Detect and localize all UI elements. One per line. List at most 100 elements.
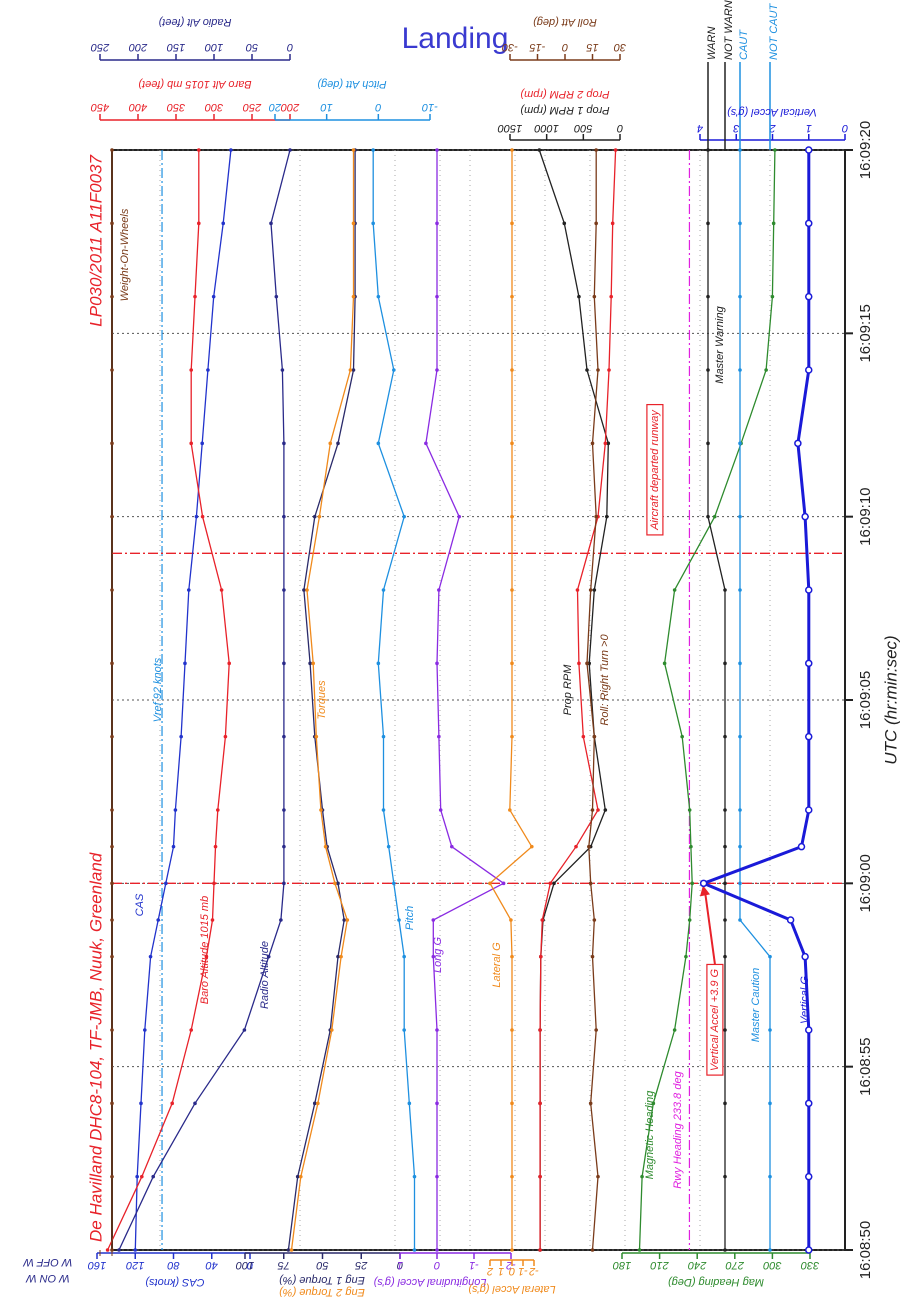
data-point xyxy=(581,734,586,739)
data-point xyxy=(738,514,742,519)
data-point xyxy=(402,1028,406,1032)
data-point xyxy=(786,916,795,924)
x-tick-label: 16:08:55 xyxy=(857,1037,874,1095)
data-point xyxy=(345,918,350,922)
data-point xyxy=(575,588,580,592)
state-label: NOT CAUT xyxy=(768,3,780,61)
data-point xyxy=(450,844,454,849)
data-point xyxy=(723,1101,727,1106)
data-point xyxy=(282,661,286,666)
event-label: Vertical Accel +3.9 G xyxy=(709,968,721,1071)
data-point xyxy=(738,148,742,152)
axis-title: Baro Alt 1015 mb (feet) xyxy=(138,78,252,90)
data-point xyxy=(738,221,742,226)
data-point xyxy=(510,221,514,226)
data-point xyxy=(603,808,608,812)
data-point xyxy=(206,368,210,372)
data-point xyxy=(509,918,513,922)
axis-tick-label: 2 xyxy=(769,122,776,134)
data-point xyxy=(351,368,356,372)
series-line xyxy=(134,149,232,1251)
event-arrowhead xyxy=(700,885,710,897)
axis-title: Mag Heading (Deg) xyxy=(668,1276,764,1288)
data-point xyxy=(651,1101,656,1106)
data-point xyxy=(538,1174,542,1179)
data-point xyxy=(299,1174,303,1179)
data-point xyxy=(805,1246,813,1254)
state-label: W ON W xyxy=(25,1272,70,1284)
data-point xyxy=(386,844,391,849)
data-point xyxy=(738,661,742,666)
axis-title: Longitudinal Accel (g's) xyxy=(373,1276,486,1288)
state-label: NOT WARN xyxy=(723,0,735,60)
axis-tick-label: 0 xyxy=(508,1265,515,1277)
data-point xyxy=(590,441,595,446)
data-point xyxy=(588,588,593,592)
data-point xyxy=(189,441,193,446)
series-label: Torques xyxy=(316,680,328,720)
event-box xyxy=(646,403,664,536)
data-point xyxy=(538,1028,542,1032)
data-point xyxy=(588,881,593,886)
axis-title: Radio Alt (feet) xyxy=(158,16,231,28)
data-point xyxy=(110,1101,114,1106)
data-point xyxy=(280,368,285,372)
series-line xyxy=(739,150,771,1250)
data-point xyxy=(738,588,742,592)
axis-tick-label: 4 xyxy=(697,122,703,134)
data-point xyxy=(437,588,441,592)
data-point xyxy=(342,918,347,922)
data-point xyxy=(552,881,556,886)
axis-tick-label: 1500 xyxy=(497,122,522,134)
data-point xyxy=(424,441,428,446)
data-point xyxy=(801,512,809,521)
data-point xyxy=(592,734,597,739)
axis-tick-label: 330 xyxy=(800,1259,819,1271)
data-point xyxy=(706,514,710,519)
data-point xyxy=(328,441,333,446)
data-point xyxy=(723,844,727,849)
data-point xyxy=(317,514,322,519)
report-id: LP030/2011 A11F0037 xyxy=(86,154,105,326)
data-point xyxy=(266,954,271,959)
data-point xyxy=(187,588,191,592)
data-point xyxy=(183,661,187,666)
data-point xyxy=(110,221,114,226)
axis-tick-label: 1 xyxy=(498,1265,504,1277)
data-point xyxy=(510,734,514,739)
data-point xyxy=(548,881,553,886)
data-point xyxy=(488,881,492,886)
data-point xyxy=(371,221,375,226)
data-point xyxy=(381,808,386,812)
data-point xyxy=(171,844,176,849)
data-point xyxy=(170,1101,174,1106)
data-point xyxy=(242,1028,247,1032)
data-point xyxy=(773,148,777,152)
axis-tick-label: 210 xyxy=(650,1259,670,1271)
data-point xyxy=(768,954,772,959)
axis-tick-label: -15 xyxy=(529,41,546,53)
data-point xyxy=(771,221,776,226)
data-point xyxy=(738,368,742,372)
data-point xyxy=(689,844,693,849)
axis-tick-label: 400 xyxy=(128,101,147,113)
data-point xyxy=(805,366,813,374)
data-point xyxy=(110,918,114,922)
axis-tick-label: 180 xyxy=(612,1259,631,1271)
axis-tick-label: 2 xyxy=(487,1265,494,1277)
axis-tick-label: 0 xyxy=(616,122,623,134)
series-line xyxy=(489,150,533,1250)
data-point xyxy=(110,588,114,592)
data-point xyxy=(110,954,114,959)
data-point xyxy=(738,844,742,849)
data-point xyxy=(738,294,742,299)
data-point xyxy=(194,514,199,519)
data-point xyxy=(501,881,506,886)
series-label: Pitch xyxy=(404,906,416,930)
axis-tick-label: 1 xyxy=(397,1259,403,1271)
event-label: Aircraft departed runway xyxy=(649,409,661,531)
data-point xyxy=(412,1174,417,1179)
data-point xyxy=(316,1101,320,1106)
data-point xyxy=(596,368,600,372)
data-point xyxy=(435,1174,439,1179)
